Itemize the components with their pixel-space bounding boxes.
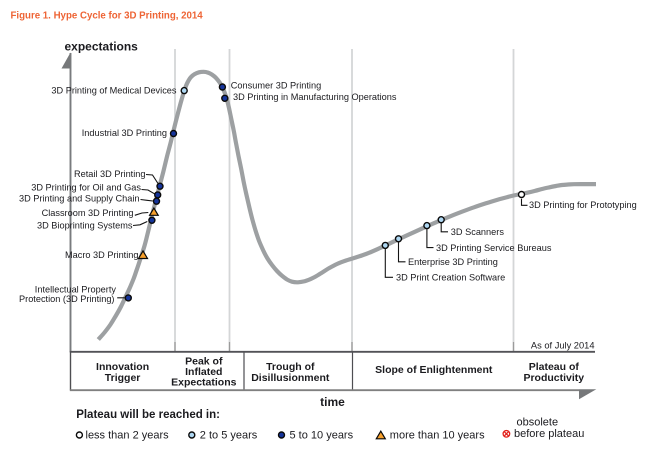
- svg-text:expectations: expectations: [65, 40, 139, 54]
- svg-text:3D Printing for Prototyping: 3D Printing for Prototyping: [529, 200, 637, 210]
- svg-text:Macro 3D Printing: Macro 3D Printing: [65, 250, 139, 260]
- svg-text:3D Printing for Oil and Gas: 3D Printing for Oil and Gas: [31, 183, 141, 193]
- svg-text:5 to 10 years: 5 to 10 years: [290, 430, 354, 442]
- svg-text:more than 10 years: more than 10 years: [390, 430, 485, 442]
- svg-text:Consumer 3D Printing: Consumer 3D Printing: [231, 80, 321, 90]
- svg-text:3D Print Creation Software: 3D Print Creation Software: [396, 273, 505, 283]
- svg-text:Classroom 3D Printing: Classroom 3D Printing: [42, 208, 134, 218]
- svg-text:As of July 2014: As of July 2014: [531, 340, 595, 350]
- svg-text:3D Printing and Supply Chain: 3D Printing and Supply Chain: [19, 194, 140, 204]
- svg-text:Enterprise 3D Printing: Enterprise 3D Printing: [408, 257, 498, 267]
- svg-text:3D Printing Service Bureaus: 3D Printing Service Bureaus: [436, 243, 552, 253]
- svg-text:Plateau will be reached in:: Plateau will be reached in:: [76, 409, 220, 421]
- svg-text:Slope of Enlightenment: Slope of Enlightenment: [375, 364, 493, 376]
- svg-text:Protection (3D Printing): Protection (3D Printing): [19, 294, 115, 304]
- svg-text:Industrial 3D Printing: Industrial 3D Printing: [82, 128, 167, 138]
- svg-text:Retail 3D Printing: Retail 3D Printing: [74, 169, 146, 179]
- svg-text:3D Scanners: 3D Scanners: [451, 227, 505, 237]
- svg-text:before plateau: before plateau: [514, 428, 584, 440]
- svg-text:Intellectual Property: Intellectual Property: [35, 285, 117, 295]
- svg-text:Figure 1. Hype Cycle for 3D Pr: Figure 1. Hype Cycle for 3D Printing, 20…: [11, 10, 204, 21]
- svg-text:less than 2 years: less than 2 years: [86, 430, 170, 442]
- svg-text:3D Printing of Medical Devices: 3D Printing of Medical Devices: [51, 86, 177, 96]
- svg-text:3D Bioprinting Systems: 3D Bioprinting Systems: [37, 221, 133, 231]
- svg-text:3D Printing in Manufacturing O: 3D Printing in Manufacturing Operations: [233, 92, 397, 102]
- svg-text:2 to 5 years: 2 to 5 years: [200, 430, 258, 442]
- svg-text:time: time: [320, 395, 345, 409]
- svg-text:obsolete: obsolete: [517, 417, 559, 429]
